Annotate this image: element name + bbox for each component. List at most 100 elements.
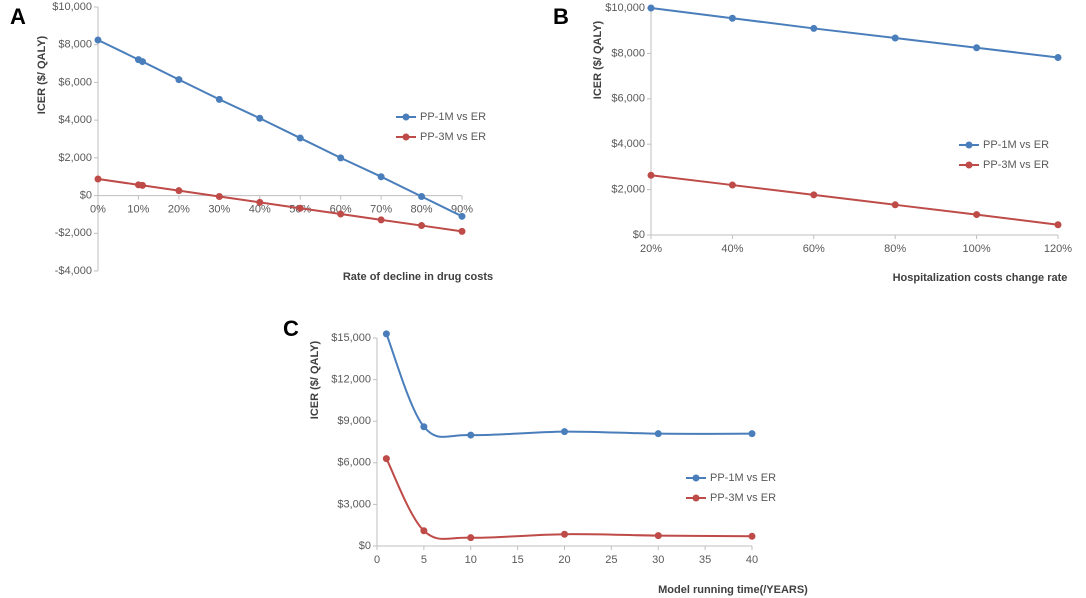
x-tick-label: 40	[746, 554, 758, 566]
data-point	[973, 44, 981, 52]
legend-marker	[692, 494, 700, 502]
legend-marker	[402, 133, 410, 141]
x-axis-title: Model running time(/YEARS)	[658, 584, 808, 596]
y-tick-label: $8,000	[58, 39, 92, 51]
legend-label: PP-3M vs ER	[710, 492, 776, 504]
chart-panel: B $0 $2,000 $4,000 $6,000 $8,000 $10,000 20% 40%…	[553, 2, 1072, 284]
y-tick-label: $6,000	[611, 93, 645, 105]
data-point	[377, 216, 385, 224]
panel-label: A	[10, 4, 26, 29]
data-point	[654, 430, 662, 438]
legend-marker	[692, 474, 700, 482]
x-axis-title: Rate of decline in drug costs	[343, 271, 493, 283]
x-tick-label: 20%	[168, 203, 190, 215]
y-tick-label: $9,000	[337, 415, 371, 427]
data-point	[748, 532, 756, 540]
x-tick-label: 40%	[721, 243, 743, 255]
y-tick-label: $10,000	[52, 1, 92, 13]
y-tick-label: $4,000	[58, 114, 92, 126]
data-point	[458, 227, 466, 235]
y-tick-label: $15,000	[331, 332, 371, 344]
y-tick-label: $0	[359, 540, 371, 552]
data-point	[175, 76, 183, 84]
x-tick-label: 30	[652, 554, 664, 566]
data-point	[728, 181, 736, 189]
data-point	[1054, 221, 1062, 229]
data-point	[561, 428, 568, 436]
data-point	[215, 95, 223, 103]
y-tick-label: $0	[633, 229, 645, 241]
data-point	[420, 527, 428, 535]
data-point	[296, 204, 304, 212]
data-point	[175, 187, 183, 195]
legend-label: PP-1M vs ER	[420, 111, 486, 123]
legend-marker	[965, 161, 973, 169]
y-axis-title: ICER ($/ QALY)	[309, 340, 321, 419]
x-tick-label: 20	[558, 554, 570, 566]
chart-panel: C $0 $3,000 $6,000 $9,000 $12,000 $15,000 0 5 10 1…	[283, 316, 808, 596]
x-tick-label: 80%	[884, 243, 906, 255]
x-tick-label: 35	[699, 554, 711, 566]
y-axis-title: ICER ($/ QALY)	[592, 20, 604, 99]
x-tick-label: 100%	[963, 243, 991, 255]
data-point	[891, 34, 899, 42]
panel-label: B	[553, 4, 569, 29]
legend-label: PP-3M vs ER	[983, 159, 1049, 171]
series-line	[385, 333, 753, 438]
data-point	[748, 430, 756, 438]
x-tick-label: 5	[421, 554, 427, 566]
x-axis-title: Hospitalization costs change rate	[893, 272, 1068, 284]
data-point	[215, 193, 223, 201]
x-tick-label: 30%	[208, 203, 230, 215]
data-point	[296, 134, 304, 142]
data-point	[418, 222, 426, 230]
data-point	[138, 181, 146, 189]
data-point	[1054, 53, 1062, 61]
y-tick-label: $4,000	[611, 138, 645, 150]
y-tick-label: $6,000	[58, 76, 92, 88]
x-tick-label: 15	[512, 554, 524, 566]
data-point	[138, 58, 146, 66]
series-line	[97, 39, 463, 218]
y-tick-label: $2,000	[58, 152, 92, 164]
x-tick-label: 70%	[370, 203, 392, 215]
series-line	[650, 7, 1059, 59]
x-tick-label: 60%	[803, 243, 825, 255]
data-point	[94, 36, 102, 44]
y-tick-label: $10,000	[605, 2, 645, 14]
data-point	[382, 330, 390, 338]
panel-label: C	[283, 316, 299, 341]
data-point	[420, 423, 428, 431]
data-point	[728, 14, 736, 22]
data-point	[654, 532, 662, 540]
y-tick-label: $2,000	[611, 184, 645, 196]
data-point	[810, 191, 818, 199]
series-line	[97, 177, 463, 233]
data-point	[891, 201, 899, 209]
data-point	[810, 24, 818, 32]
chart-panel: A -$4,000 -$2,000 $0 $2,000 $4,000 $6,000 $8,00…	[10, 1, 493, 283]
data-point	[647, 4, 655, 12]
series-line	[385, 458, 753, 540]
y-tick-label: $8,000	[611, 47, 645, 59]
y-axis-title: ICER ($/ QALY)	[36, 35, 48, 114]
data-point	[467, 431, 475, 439]
x-tick-label: 20%	[640, 243, 662, 255]
data-point	[458, 212, 466, 220]
data-point	[647, 171, 655, 179]
series-line	[650, 174, 1059, 226]
data-point	[94, 175, 102, 183]
x-tick-label: 25	[605, 554, 617, 566]
y-tick-label: $3,000	[337, 498, 371, 510]
data-point	[256, 198, 264, 206]
data-point	[467, 534, 475, 542]
data-point	[377, 173, 385, 181]
x-tick-label: 0%	[90, 203, 106, 215]
data-point	[256, 114, 264, 122]
data-point	[561, 530, 568, 538]
x-tick-label: 10%	[127, 203, 149, 215]
data-point	[418, 193, 426, 201]
data-point	[973, 211, 981, 219]
x-tick-label: 80%	[411, 203, 433, 215]
